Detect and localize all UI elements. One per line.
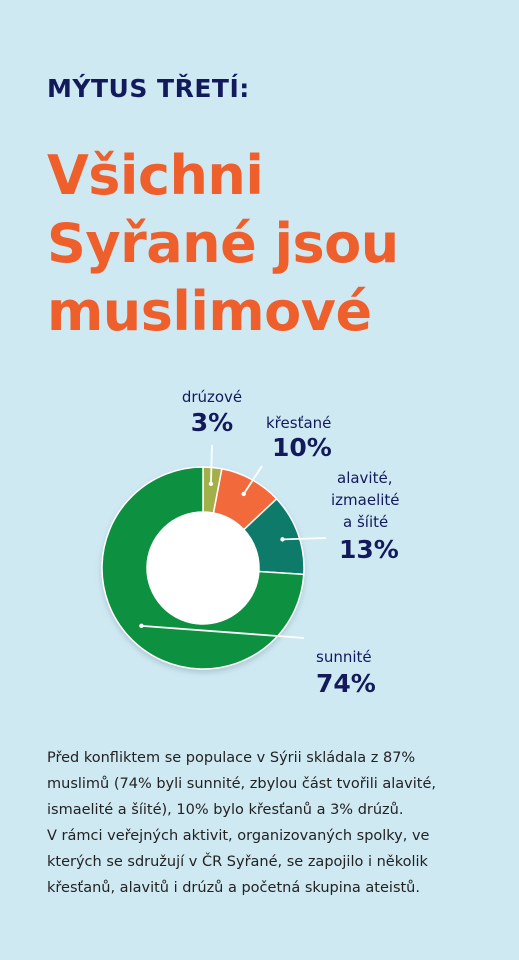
headline-line: Syřané jsou xyxy=(47,212,399,275)
headline-line: muslimové xyxy=(47,280,372,343)
slice-label-alawites-line: alavité, xyxy=(337,469,392,487)
slice-label-christians: křesťané xyxy=(266,414,331,432)
myth-label: MÝTUS TŘETÍ: xyxy=(47,74,250,103)
slice-label-sunni: sunnité xyxy=(316,648,372,666)
leader-dot xyxy=(241,491,246,497)
body-line: muslimů (74% byli sunnité, zbylou část t… xyxy=(47,776,436,792)
headline: Všichni Syřané jsou muslimové xyxy=(47,142,487,346)
leader-line xyxy=(282,537,327,541)
slice-label-druze: drúzové xyxy=(182,388,242,406)
headline-line: Všichni xyxy=(47,144,264,207)
slice-label-alawites-line: a šíité xyxy=(343,513,388,531)
body-line: ismaelité a šíité), 10% bylo křesťanů a … xyxy=(47,802,404,818)
leader-lines xyxy=(139,444,327,639)
slice-value-alawites: 13% xyxy=(339,535,399,564)
body-line: kterých se sdružují v ČR Syřané, se zapo… xyxy=(47,854,428,870)
leader-line xyxy=(242,465,263,495)
donut-hole xyxy=(147,512,259,624)
religion-donut-chart: drúzové 3% křesťané 10% alavité, izmaeli… xyxy=(101,388,400,698)
slice-value-druze: 3% xyxy=(191,408,233,437)
body-line: křesťanů, alavitů i drúzů a početná skup… xyxy=(47,880,420,896)
leader-line xyxy=(141,624,305,639)
slice-label-alawites-line: izmaelité xyxy=(331,491,400,509)
donut-slices xyxy=(101,466,305,670)
body-line: V rámci veřejných aktivit, organizovanýc… xyxy=(47,828,430,844)
leader-dot xyxy=(280,537,285,542)
body-paragraph: Před konfliktem se populace v Sýrii sklá… xyxy=(47,745,507,901)
body-line: Před konfliktem se populace v Sýrii sklá… xyxy=(47,750,416,766)
leader-dot xyxy=(139,623,144,629)
slice-value-sunni: 74% xyxy=(316,669,376,698)
slice-value-christians: 10% xyxy=(272,433,332,462)
leader-line xyxy=(210,444,213,484)
leader-dot xyxy=(208,481,214,487)
